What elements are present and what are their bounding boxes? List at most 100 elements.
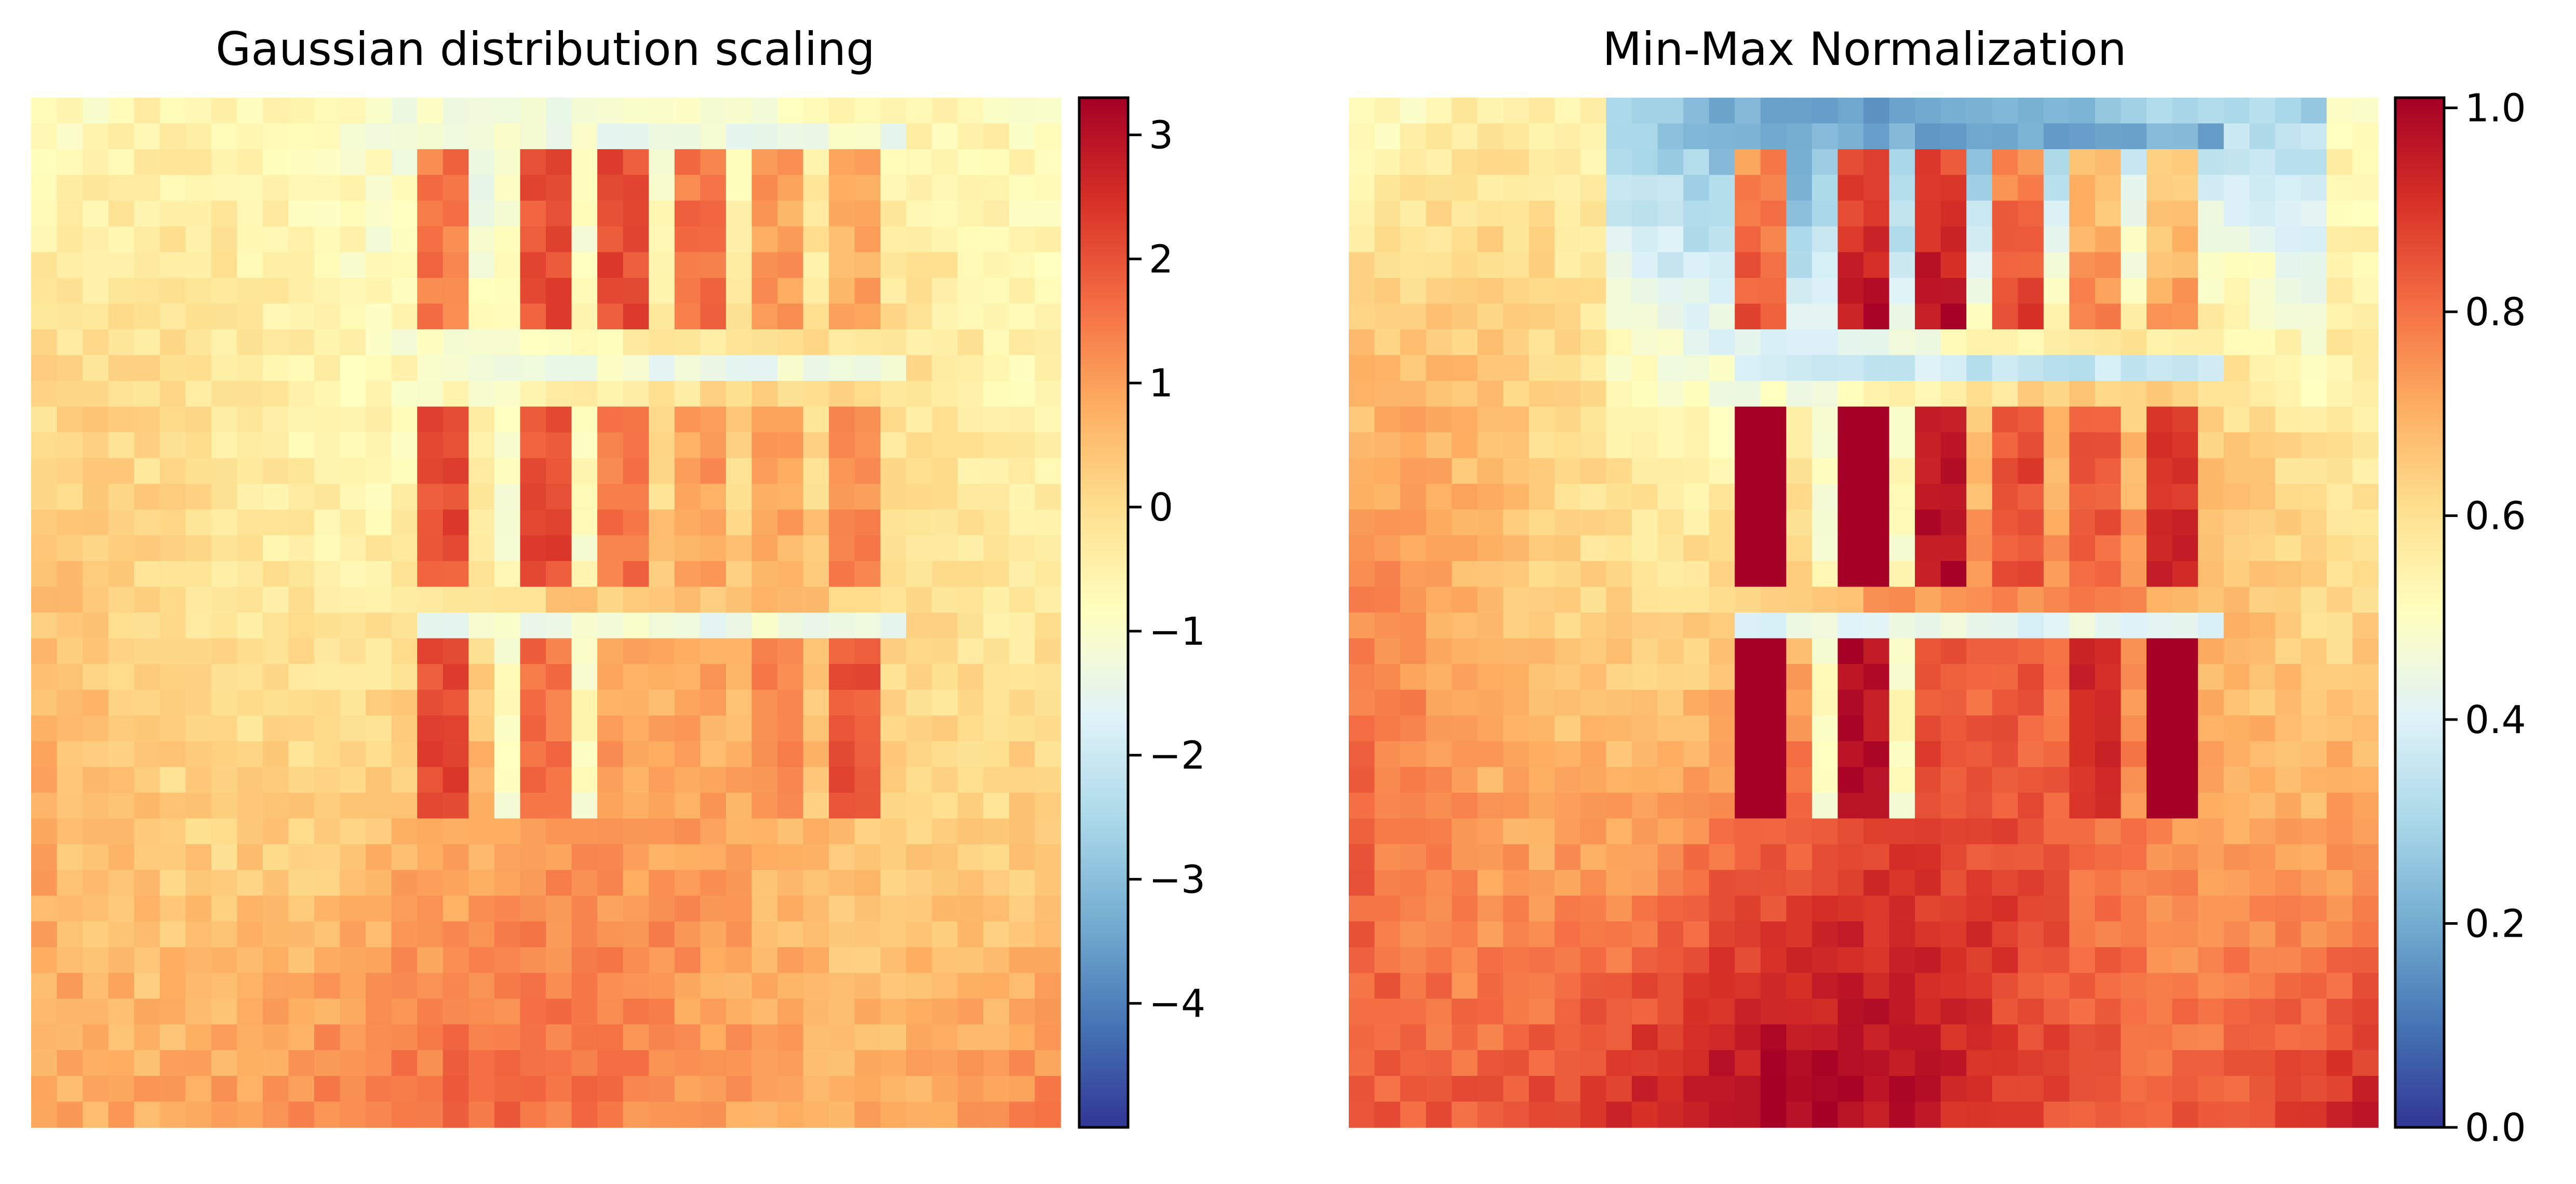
heatmap-cell bbox=[211, 844, 238, 871]
heatmap-cell bbox=[1657, 792, 1684, 819]
heatmap-cell bbox=[442, 1024, 469, 1051]
heatmap-cell bbox=[1554, 921, 1581, 948]
heatmap-cell bbox=[932, 277, 958, 304]
heatmap-cell bbox=[1452, 741, 1478, 768]
heatmap-cell bbox=[2018, 226, 2044, 253]
heatmap-cell bbox=[211, 432, 238, 459]
heatmap-cell bbox=[1786, 1050, 1813, 1076]
heatmap-cell bbox=[983, 355, 1010, 381]
heatmap-cell bbox=[2172, 149, 2198, 176]
heatmap-cell bbox=[854, 1101, 881, 1128]
heatmap-cell bbox=[1812, 767, 1839, 793]
heatmap-cell bbox=[726, 432, 753, 459]
heatmap-cell bbox=[2249, 509, 2276, 536]
heatmap-cell bbox=[366, 896, 392, 922]
heatmap-cell bbox=[520, 638, 546, 664]
heatmap-cell bbox=[2095, 509, 2122, 536]
heatmap-cell bbox=[1606, 999, 1632, 1025]
heatmap-cell bbox=[1580, 818, 1607, 845]
heatmap-cell bbox=[468, 432, 495, 459]
heatmap-cell bbox=[1683, 561, 1710, 588]
heatmap-cell bbox=[1452, 432, 1478, 459]
heatmap-cell bbox=[1009, 303, 1036, 330]
heatmap-cell bbox=[2301, 921, 2327, 948]
heatmap-cell bbox=[1035, 896, 1061, 922]
heatmap-cell bbox=[1735, 896, 1761, 922]
heatmap-cell bbox=[1760, 741, 1787, 768]
heatmap-cell bbox=[288, 844, 315, 871]
heatmap-cell bbox=[468, 406, 495, 433]
heatmap-cell bbox=[108, 98, 135, 124]
heatmap-cell bbox=[546, 973, 572, 1000]
heatmap-cell bbox=[237, 870, 263, 896]
heatmap-cell bbox=[674, 509, 701, 536]
heatmap-cell bbox=[1657, 973, 1684, 1000]
heatmap-cell bbox=[803, 715, 829, 742]
heatmap-cell bbox=[1992, 973, 2019, 1000]
colorbar-tick-label: 3 bbox=[1149, 113, 1173, 158]
heatmap-cell bbox=[2275, 870, 2302, 896]
heatmap-cell bbox=[2121, 896, 2147, 922]
heatmap-cell bbox=[1735, 664, 1761, 690]
heatmap-cell bbox=[597, 123, 624, 150]
heatmap-cell bbox=[803, 484, 829, 510]
heatmap-cell bbox=[1966, 149, 1993, 176]
heatmap-cell bbox=[83, 1101, 109, 1128]
heatmap-cell bbox=[2172, 329, 2198, 356]
heatmap-cell bbox=[366, 406, 392, 433]
heatmap-cell bbox=[1606, 484, 1632, 510]
heatmap-cell bbox=[185, 303, 212, 330]
heatmap-cell bbox=[57, 1050, 83, 1076]
heatmap-cell bbox=[700, 1101, 727, 1128]
heatmap-cell bbox=[468, 947, 495, 974]
heatmap-cell bbox=[906, 303, 933, 330]
heatmap-cell bbox=[1812, 98, 1839, 124]
heatmap-cell bbox=[1657, 484, 1684, 510]
heatmap-cell bbox=[2018, 870, 2044, 896]
heatmap-cell bbox=[1606, 458, 1632, 485]
heatmap-cell bbox=[2043, 329, 2070, 356]
heatmap-cell bbox=[1009, 767, 1036, 793]
heatmap-cell bbox=[777, 638, 804, 664]
heatmap-cell bbox=[700, 921, 727, 948]
heatmap-cell bbox=[1528, 1101, 1555, 1128]
heatmap-cell bbox=[1812, 123, 1839, 150]
heatmap-cell bbox=[1580, 381, 1607, 407]
heatmap-cell bbox=[854, 226, 881, 253]
heatmap-cell bbox=[2043, 1075, 2070, 1102]
heatmap-cell bbox=[391, 767, 418, 793]
heatmap-cell bbox=[1915, 1024, 1941, 1051]
heatmap-cell bbox=[726, 1024, 753, 1051]
heatmap-cell bbox=[2018, 1075, 2044, 1102]
heatmap-cell bbox=[829, 896, 855, 922]
heatmap-cell bbox=[314, 741, 341, 768]
heatmap-cell bbox=[1992, 1024, 2019, 1051]
heatmap-cell bbox=[1400, 664, 1427, 690]
heatmap-cell bbox=[2352, 613, 2379, 639]
heatmap-cell bbox=[1554, 613, 1581, 639]
heatmap-cell bbox=[2069, 509, 2096, 536]
heatmap-cell bbox=[1503, 1050, 1530, 1076]
heatmap-cell bbox=[1863, 587, 1890, 613]
heatmap-cell bbox=[1477, 741, 1504, 768]
heatmap-cell bbox=[1009, 561, 1036, 588]
heatmap-cell bbox=[1812, 715, 1839, 742]
heatmap-cell bbox=[957, 484, 984, 510]
heatmap-cell bbox=[1580, 432, 1607, 459]
heatmap-cell bbox=[2121, 767, 2147, 793]
heatmap-cell bbox=[520, 484, 546, 510]
heatmap-cell bbox=[391, 458, 418, 485]
heatmap-cell bbox=[494, 303, 521, 330]
heatmap-cell bbox=[1374, 587, 1401, 613]
heatmap-cell bbox=[211, 999, 238, 1025]
heatmap-cell bbox=[314, 818, 341, 845]
heatmap-cell bbox=[1940, 484, 1967, 510]
heatmap-cell bbox=[2301, 689, 2327, 716]
heatmap-cell bbox=[649, 947, 675, 974]
heatmap-cell bbox=[2249, 201, 2276, 227]
heatmap-cell bbox=[906, 1050, 933, 1076]
heatmap-cell bbox=[314, 329, 341, 356]
heatmap-cell bbox=[597, 818, 624, 845]
heatmap-cell bbox=[2198, 689, 2224, 716]
heatmap-cell bbox=[1940, 175, 1967, 201]
